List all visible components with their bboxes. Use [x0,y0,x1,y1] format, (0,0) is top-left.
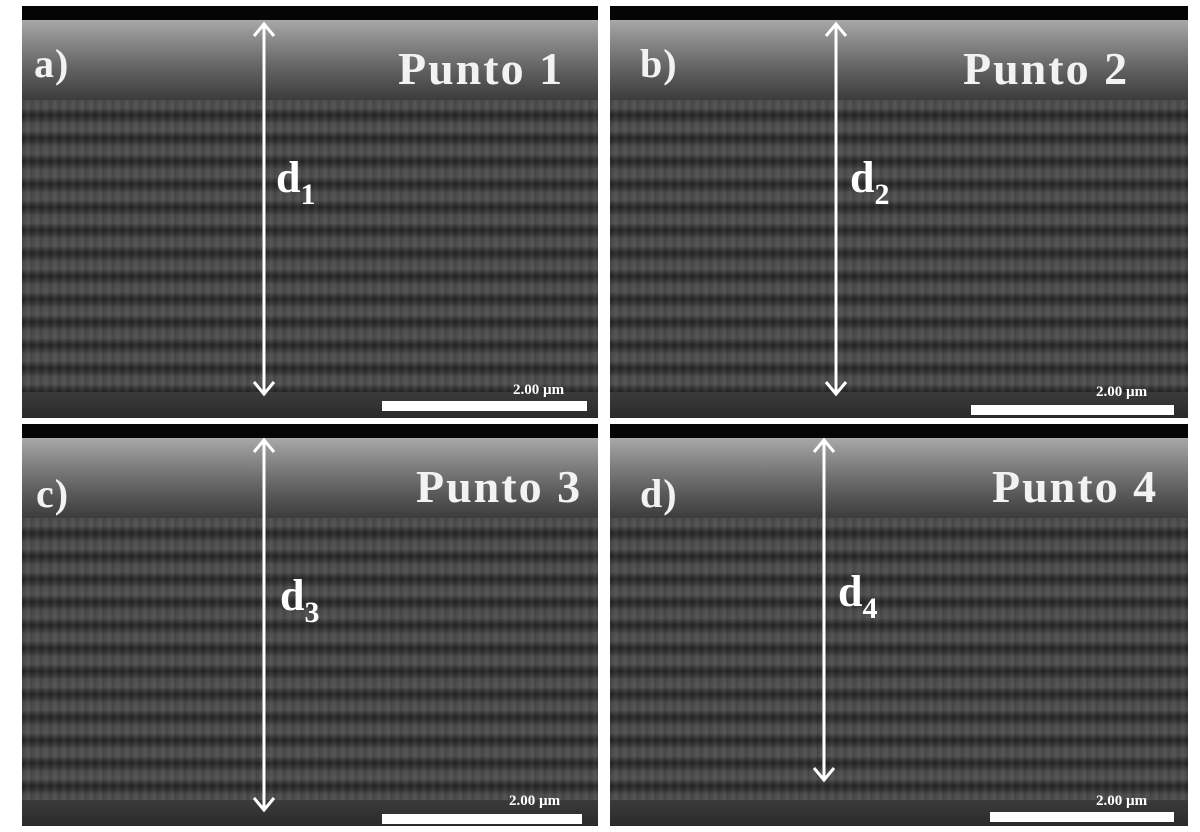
panel-letter: c) [36,471,70,516]
scale-bar [382,814,582,824]
thickness-arrow-icon [252,21,276,397]
scale-bar [382,401,587,411]
panel-title: Punto 2 [963,43,1130,94]
panel-letter: a) [34,41,70,86]
surface-layer [22,438,598,518]
thickness-subscript: 3 [304,596,320,629]
surface-layer [610,438,1188,518]
panel-title: Punto 3 [416,461,583,512]
thickness-symbol: d [850,153,875,202]
multilayer-stack [610,518,1188,826]
thickness-symbol: d [276,153,301,202]
scale-bar [971,405,1174,415]
sem-panel-a: a) Punto 1 d1 2.00 µm [22,6,598,418]
panel-title: Punto 1 [398,43,565,94]
multilayer-stack [22,100,598,418]
scale-bar-label: 2.00 µm [1096,793,1148,809]
surface-layer [22,20,598,100]
thickness-label: d4 [838,567,877,624]
thickness-subscript: 4 [862,592,878,625]
sem-panel-b: b) Punto 2 d2 2.00 µm [610,6,1188,418]
scale-bar-label: 2.00 µm [509,793,561,809]
panel-top-band [22,6,598,20]
thickness-label: d1 [276,153,315,210]
thickness-arrow-icon [812,437,836,783]
panel-top-band [22,424,598,438]
thickness-label: d3 [280,571,319,628]
sem-panel-d: d) Punto 4 d4 2.00 µm [610,424,1188,826]
thickness-symbol: d [838,567,863,616]
scale-bar-label: 2.00 µm [1096,384,1148,400]
panel-top-band [610,6,1188,20]
panel-letter: d) [640,471,678,516]
thickness-symbol: d [280,571,305,620]
surface-layer [610,20,1188,100]
panel-title: Punto 4 [992,461,1159,512]
sem-panel-c: c) Punto 3 d3 2.00 µm [22,424,598,826]
thickness-subscript: 2 [874,178,890,211]
multilayer-stack [22,518,598,826]
thickness-arrow-icon [252,437,276,813]
thickness-subscript: 1 [300,178,316,211]
scale-bar [990,812,1174,822]
thickness-arrow-icon [824,21,848,397]
scale-bar-label: 2.00 µm [513,382,565,398]
panel-letter: b) [640,41,678,86]
thickness-label: d2 [850,153,889,210]
panel-top-band [610,424,1188,438]
multilayer-stack [610,100,1188,418]
